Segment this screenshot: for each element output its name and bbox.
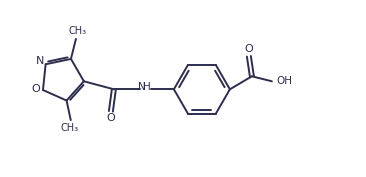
Text: OH: OH — [276, 76, 292, 86]
Text: N: N — [36, 56, 44, 66]
Text: O: O — [107, 113, 115, 123]
Text: H: H — [143, 82, 151, 92]
Text: O: O — [31, 84, 40, 94]
Text: O: O — [244, 44, 253, 54]
Text: CH₃: CH₃ — [61, 123, 79, 133]
Text: CH₃: CH₃ — [69, 26, 87, 36]
Text: N: N — [138, 82, 146, 92]
